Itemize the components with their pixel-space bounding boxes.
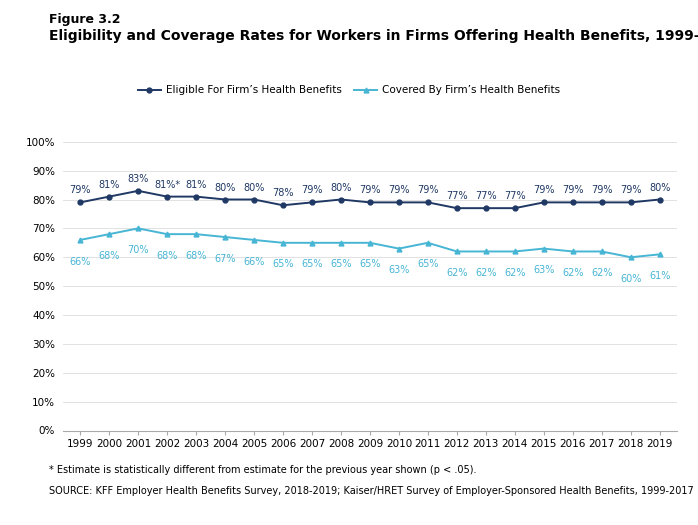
Text: 66%: 66% <box>244 257 265 267</box>
Text: 81%: 81% <box>98 180 120 190</box>
Text: 79%: 79% <box>533 185 554 195</box>
Covered By Firm’s Health Benefits <box>655 251 664 257</box>
Covered By Firm’s Health Benefits <box>453 248 461 255</box>
Text: 62%: 62% <box>591 268 612 278</box>
Eligible For Firm’s Health Benefits <box>336 196 345 203</box>
Text: 79%: 79% <box>388 185 410 195</box>
Eligible For Firm’s Health Benefits <box>192 193 200 200</box>
Text: 63%: 63% <box>533 265 554 275</box>
Covered By Firm’s Health Benefits <box>597 248 606 255</box>
Text: 79%: 79% <box>620 185 641 195</box>
Text: SOURCE: KFF Employer Health Benefits Survey, 2018-2019; Kaiser/HRET Survey of Em: SOURCE: KFF Employer Health Benefits Sur… <box>49 486 694 496</box>
Eligible For Firm’s Health Benefits <box>76 199 84 205</box>
Covered By Firm’s Health Benefits <box>627 254 635 260</box>
Covered By Firm’s Health Benefits <box>105 231 113 237</box>
Eligible For Firm’s Health Benefits <box>482 205 490 212</box>
Text: 79%: 79% <box>302 185 322 195</box>
Eligible For Firm’s Health Benefits <box>163 193 171 200</box>
Text: 77%: 77% <box>446 191 468 201</box>
Text: Figure 3.2: Figure 3.2 <box>49 13 120 26</box>
Covered By Firm’s Health Benefits <box>134 225 142 232</box>
Eligible For Firm’s Health Benefits <box>221 196 229 203</box>
Text: 65%: 65% <box>359 259 380 269</box>
Eligible For Firm’s Health Benefits <box>540 199 548 205</box>
Eligible For Firm’s Health Benefits <box>366 199 374 205</box>
Text: 79%: 79% <box>591 185 612 195</box>
Text: 60%: 60% <box>620 274 641 284</box>
Eligible For Firm’s Health Benefits <box>511 205 519 212</box>
Eligible For Firm’s Health Benefits <box>105 193 113 200</box>
Text: 67%: 67% <box>214 254 236 264</box>
Covered By Firm’s Health Benefits <box>76 237 84 243</box>
Text: 65%: 65% <box>272 259 294 269</box>
Covered By Firm’s Health Benefits <box>250 237 258 243</box>
Text: 65%: 65% <box>302 259 322 269</box>
Text: 78%: 78% <box>272 188 294 198</box>
Covered By Firm’s Health Benefits <box>221 234 229 240</box>
Eligible For Firm’s Health Benefits <box>250 196 258 203</box>
Covered By Firm’s Health Benefits <box>163 231 171 237</box>
Line: Covered By Firm’s Health Benefits: Covered By Firm’s Health Benefits <box>77 226 662 260</box>
Text: 62%: 62% <box>475 268 496 278</box>
Text: 62%: 62% <box>504 268 526 278</box>
Text: 68%: 68% <box>156 251 178 261</box>
Eligible For Firm’s Health Benefits <box>424 199 432 205</box>
Text: Eligibility and Coverage Rates for Workers in Firms Offering Health Benefits, 19: Eligibility and Coverage Rates for Worke… <box>49 29 698 43</box>
Text: 77%: 77% <box>475 191 497 201</box>
Text: 70%: 70% <box>128 245 149 255</box>
Text: 68%: 68% <box>186 251 207 261</box>
Text: 68%: 68% <box>98 251 120 261</box>
Text: 79%: 79% <box>359 185 380 195</box>
Text: 62%: 62% <box>446 268 468 278</box>
Covered By Firm’s Health Benefits <box>511 248 519 255</box>
Eligible For Firm’s Health Benefits <box>308 199 316 205</box>
Eligible For Firm’s Health Benefits <box>395 199 403 205</box>
Eligible For Firm’s Health Benefits <box>569 199 577 205</box>
Line: Eligible For Firm’s Health Benefits: Eligible For Firm’s Health Benefits <box>77 188 662 211</box>
Covered By Firm’s Health Benefits <box>192 231 200 237</box>
Covered By Firm’s Health Benefits <box>540 245 548 251</box>
Eligible For Firm’s Health Benefits <box>453 205 461 212</box>
Text: 79%: 79% <box>70 185 91 195</box>
Text: 80%: 80% <box>244 183 265 193</box>
Text: 62%: 62% <box>562 268 584 278</box>
Text: 80%: 80% <box>330 183 352 193</box>
Text: 61%: 61% <box>649 271 670 281</box>
Text: 80%: 80% <box>649 183 670 193</box>
Eligible For Firm’s Health Benefits <box>655 196 664 203</box>
Text: 77%: 77% <box>504 191 526 201</box>
Text: 79%: 79% <box>562 185 584 195</box>
Covered By Firm’s Health Benefits <box>569 248 577 255</box>
Legend: Eligible For Firm’s Health Benefits, Covered By Firm’s Health Benefits: Eligible For Firm’s Health Benefits, Cov… <box>133 81 565 100</box>
Text: 66%: 66% <box>70 257 91 267</box>
Text: 83%: 83% <box>128 174 149 184</box>
Covered By Firm’s Health Benefits <box>279 239 287 246</box>
Covered By Firm’s Health Benefits <box>308 239 316 246</box>
Covered By Firm’s Health Benefits <box>336 239 345 246</box>
Text: 65%: 65% <box>330 259 352 269</box>
Covered By Firm’s Health Benefits <box>482 248 490 255</box>
Eligible For Firm’s Health Benefits <box>134 187 142 194</box>
Eligible For Firm’s Health Benefits <box>627 199 635 205</box>
Covered By Firm’s Health Benefits <box>366 239 374 246</box>
Text: 81%*: 81%* <box>154 180 180 190</box>
Covered By Firm’s Health Benefits <box>424 239 432 246</box>
Text: 80%: 80% <box>214 183 236 193</box>
Text: * Estimate is statistically different from estimate for the previous year shown : * Estimate is statistically different fr… <box>49 465 476 475</box>
Text: 81%: 81% <box>186 180 207 190</box>
Eligible For Firm’s Health Benefits <box>597 199 606 205</box>
Covered By Firm’s Health Benefits <box>395 245 403 251</box>
Text: 65%: 65% <box>417 259 438 269</box>
Eligible For Firm’s Health Benefits <box>279 202 287 208</box>
Text: 63%: 63% <box>388 265 410 275</box>
Text: 79%: 79% <box>417 185 438 195</box>
